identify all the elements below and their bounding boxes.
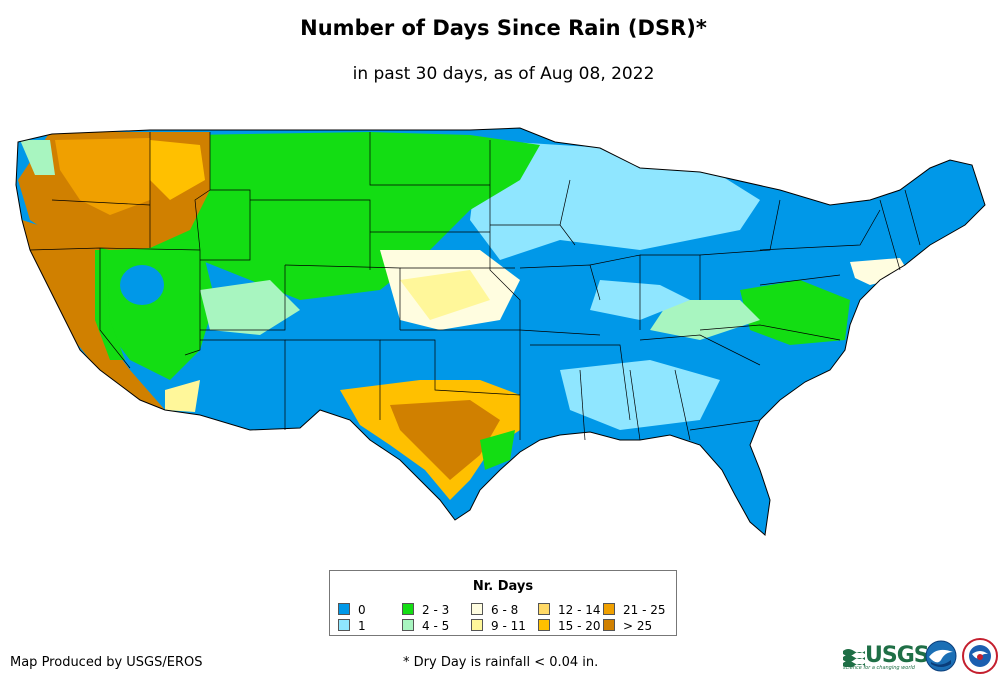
usgs-wordmark: USGS [865,643,930,668]
legend-item: 4 - 5 [402,619,449,632]
nws-logo-icon [962,638,998,674]
precip-regions [16,128,985,535]
legend-item: 1 [338,619,366,632]
legend-label: 12 - 14 [558,603,601,617]
usgs-tagline: science for a changing world [843,665,915,671]
region-2-3-east-texas [480,430,515,470]
legend-item: > 25 [603,619,652,632]
region-9-11-plains [400,270,490,320]
region-zero-utah [120,265,164,305]
legend-swatch [471,603,483,615]
legend-item: 15 - 20 [538,619,601,632]
dsr-map [15,127,986,536]
legend-swatch [338,603,350,615]
legend-swatch [603,603,615,615]
legend-label: 9 - 11 [491,619,526,633]
legend-label: 1 [358,619,366,633]
map-credit: Map Produced by USGS/EROS [10,655,203,670]
legend-title: Nr. Days [472,579,534,594]
legend-swatch [402,619,414,631]
region-9-11-socal [165,380,200,412]
footnote: * Dry Day is rainfall < 0.04 in. [403,655,599,670]
region-2-3-midatlantic [740,280,850,345]
legend-item: 12 - 14 [538,603,601,616]
page-title: Number of Days Since Rain (DSR)* [300,16,707,40]
region-over-25-texas [390,400,500,480]
legend-swatch [538,603,550,615]
usgs-logo-icon: USGS science for a changing world [843,643,930,671]
legend-swatch [603,619,615,631]
legend-swatch [402,603,414,615]
legend-label: 6 - 8 [491,603,519,617]
legend-label: > 25 [623,619,653,633]
legend-swatch [538,619,550,631]
legend-item: 9 - 11 [471,619,526,632]
legend-item: 6 - 8 [471,603,518,616]
region-15-20-idaho [150,140,205,200]
legend-item: 2 - 3 [402,603,449,616]
legend-label: 2 - 3 [422,603,450,617]
legend-swatch [471,619,483,631]
legend-label: 0 [358,603,366,617]
region-one-day-south [560,360,720,430]
legend-item: 21 - 25 [603,603,666,616]
state-borders [29,132,921,441]
region-2-3-sierra [95,250,125,360]
region-4-5-coast [20,140,55,175]
region-4-5-ohio [650,300,760,340]
region-4-5-colorado [200,280,300,335]
region-over-25-california [22,220,165,410]
legend-swatch [338,619,350,631]
legend-label: 21 - 25 [623,603,666,617]
region-2-3-rockies [160,132,540,300]
usgs-wave-icon [843,649,865,667]
page-subtitle: in past 30 days, as of Aug 08, 2022 [352,64,655,84]
legend-item: 0 [338,603,366,616]
legend: Nr. Days 0 1 2 - 3 4 - 5 6 - 8 9 - 11 12 - 14 1… [329,570,677,636]
legend-label: 4 - 5 [422,619,450,633]
legend-label: 15 - 20 [558,619,601,633]
noaa-logo-icon [925,640,957,672]
region-21-25-washington [55,138,150,215]
